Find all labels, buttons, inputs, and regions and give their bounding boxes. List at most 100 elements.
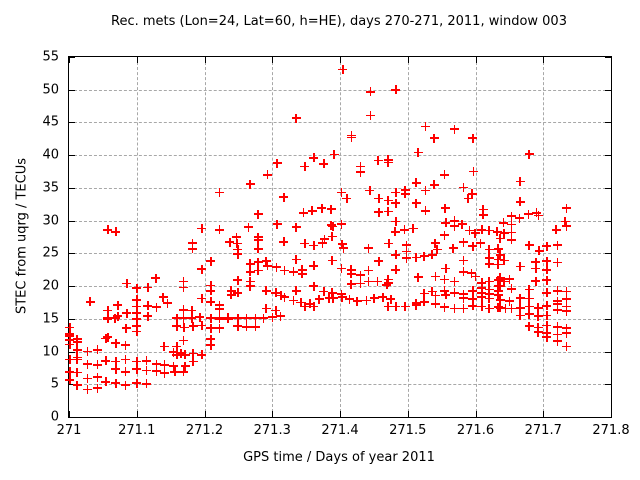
data-point: [471, 271, 481, 281]
data-point: [111, 364, 121, 374]
data-point: [65, 322, 75, 332]
data-point: [179, 336, 189, 346]
data-point: [477, 302, 487, 312]
data-point: [468, 301, 478, 311]
data-point: [233, 313, 243, 323]
data-point: [533, 311, 543, 321]
data-point: [280, 292, 290, 302]
data-point: [121, 323, 131, 333]
data-point: [261, 304, 271, 313]
data-point: [143, 283, 153, 293]
data-point: [263, 170, 273, 180]
data-point: [279, 237, 289, 247]
data-point: [329, 150, 339, 160]
data-point: [226, 290, 236, 300]
data-point: [484, 277, 494, 287]
data-point: [553, 322, 563, 332]
data-point: [507, 304, 517, 313]
x-tick-mark: [611, 57, 612, 63]
x-gridline: [543, 57, 545, 417]
chart-title: Rec. mets (Lon=24, Lat=60, h=HE), days 2…: [111, 14, 567, 29]
data-point: [484, 253, 494, 263]
data-point: [450, 288, 460, 298]
x-tick-mark: [475, 411, 477, 417]
data-point: [468, 133, 478, 143]
data-point: [132, 357, 142, 367]
data-point: [475, 238, 485, 248]
y-tick-label: 30: [42, 213, 59, 229]
data-point: [560, 216, 570, 226]
data-point: [111, 357, 121, 367]
data-point: [531, 257, 541, 267]
data-point: [271, 288, 281, 298]
data-point: [132, 314, 142, 324]
data-point: [470, 228, 480, 238]
data-point: [553, 286, 563, 296]
x-tick-label: 271.6: [456, 423, 495, 438]
data-point: [515, 177, 525, 187]
data-point: [143, 311, 153, 321]
y-tick-mark: [605, 384, 611, 386]
y-tick-label: 35: [42, 180, 59, 196]
data-point: [458, 237, 468, 247]
data-point: [378, 292, 388, 302]
data-point: [484, 285, 494, 295]
data-point: [93, 360, 103, 370]
data-point: [326, 220, 336, 230]
x-tick-mark: [475, 57, 477, 63]
data-point: [400, 189, 410, 199]
y-tick-mark: [605, 155, 611, 157]
data-point: [152, 302, 162, 312]
data-point: [383, 158, 393, 168]
data-point: [383, 196, 393, 205]
x-tick-label: 271: [56, 423, 82, 438]
data-point: [232, 232, 242, 242]
data-point: [261, 256, 271, 266]
data-point: [365, 186, 375, 196]
data-point: [507, 228, 517, 238]
data-point: [206, 281, 216, 291]
data-point: [402, 240, 412, 250]
data-point: [533, 322, 543, 332]
y-tick-mark: [69, 318, 75, 320]
y-tick-mark: [69, 417, 75, 418]
data-point: [441, 290, 451, 300]
data-point: [179, 322, 189, 332]
data-point: [440, 203, 450, 213]
y-tick-mark: [605, 57, 611, 58]
data-point: [195, 312, 205, 322]
data-point: [180, 361, 190, 371]
x-gridline: [340, 57, 341, 417]
y-gridline: [69, 253, 611, 255]
data-point: [206, 286, 216, 296]
data-point: [400, 225, 410, 235]
data-point: [364, 277, 374, 287]
data-point: [197, 264, 207, 274]
y-gridline: [69, 155, 611, 157]
data-point: [242, 313, 252, 323]
data-point: [553, 305, 563, 315]
data-point: [429, 180, 439, 190]
data-point: [345, 294, 355, 304]
data-point: [65, 375, 75, 385]
x-tick-mark: [136, 57, 138, 63]
data-point: [179, 313, 189, 323]
data-point: [429, 133, 439, 143]
data-point: [172, 341, 182, 351]
data-point: [65, 335, 75, 345]
data-point: [271, 262, 281, 272]
data-point: [383, 278, 393, 288]
data-point: [337, 188, 347, 198]
data-point: [267, 312, 277, 322]
data-point: [390, 227, 400, 237]
data-point: [356, 270, 365, 280]
data-point: [477, 225, 487, 235]
y-tick-mark: [605, 253, 611, 255]
data-point: [120, 380, 130, 390]
data-point: [132, 295, 142, 305]
data-point: [132, 308, 142, 318]
data-point: [534, 246, 544, 256]
data-point: [419, 288, 429, 298]
data-point: [478, 205, 488, 215]
data-point: [111, 378, 121, 388]
